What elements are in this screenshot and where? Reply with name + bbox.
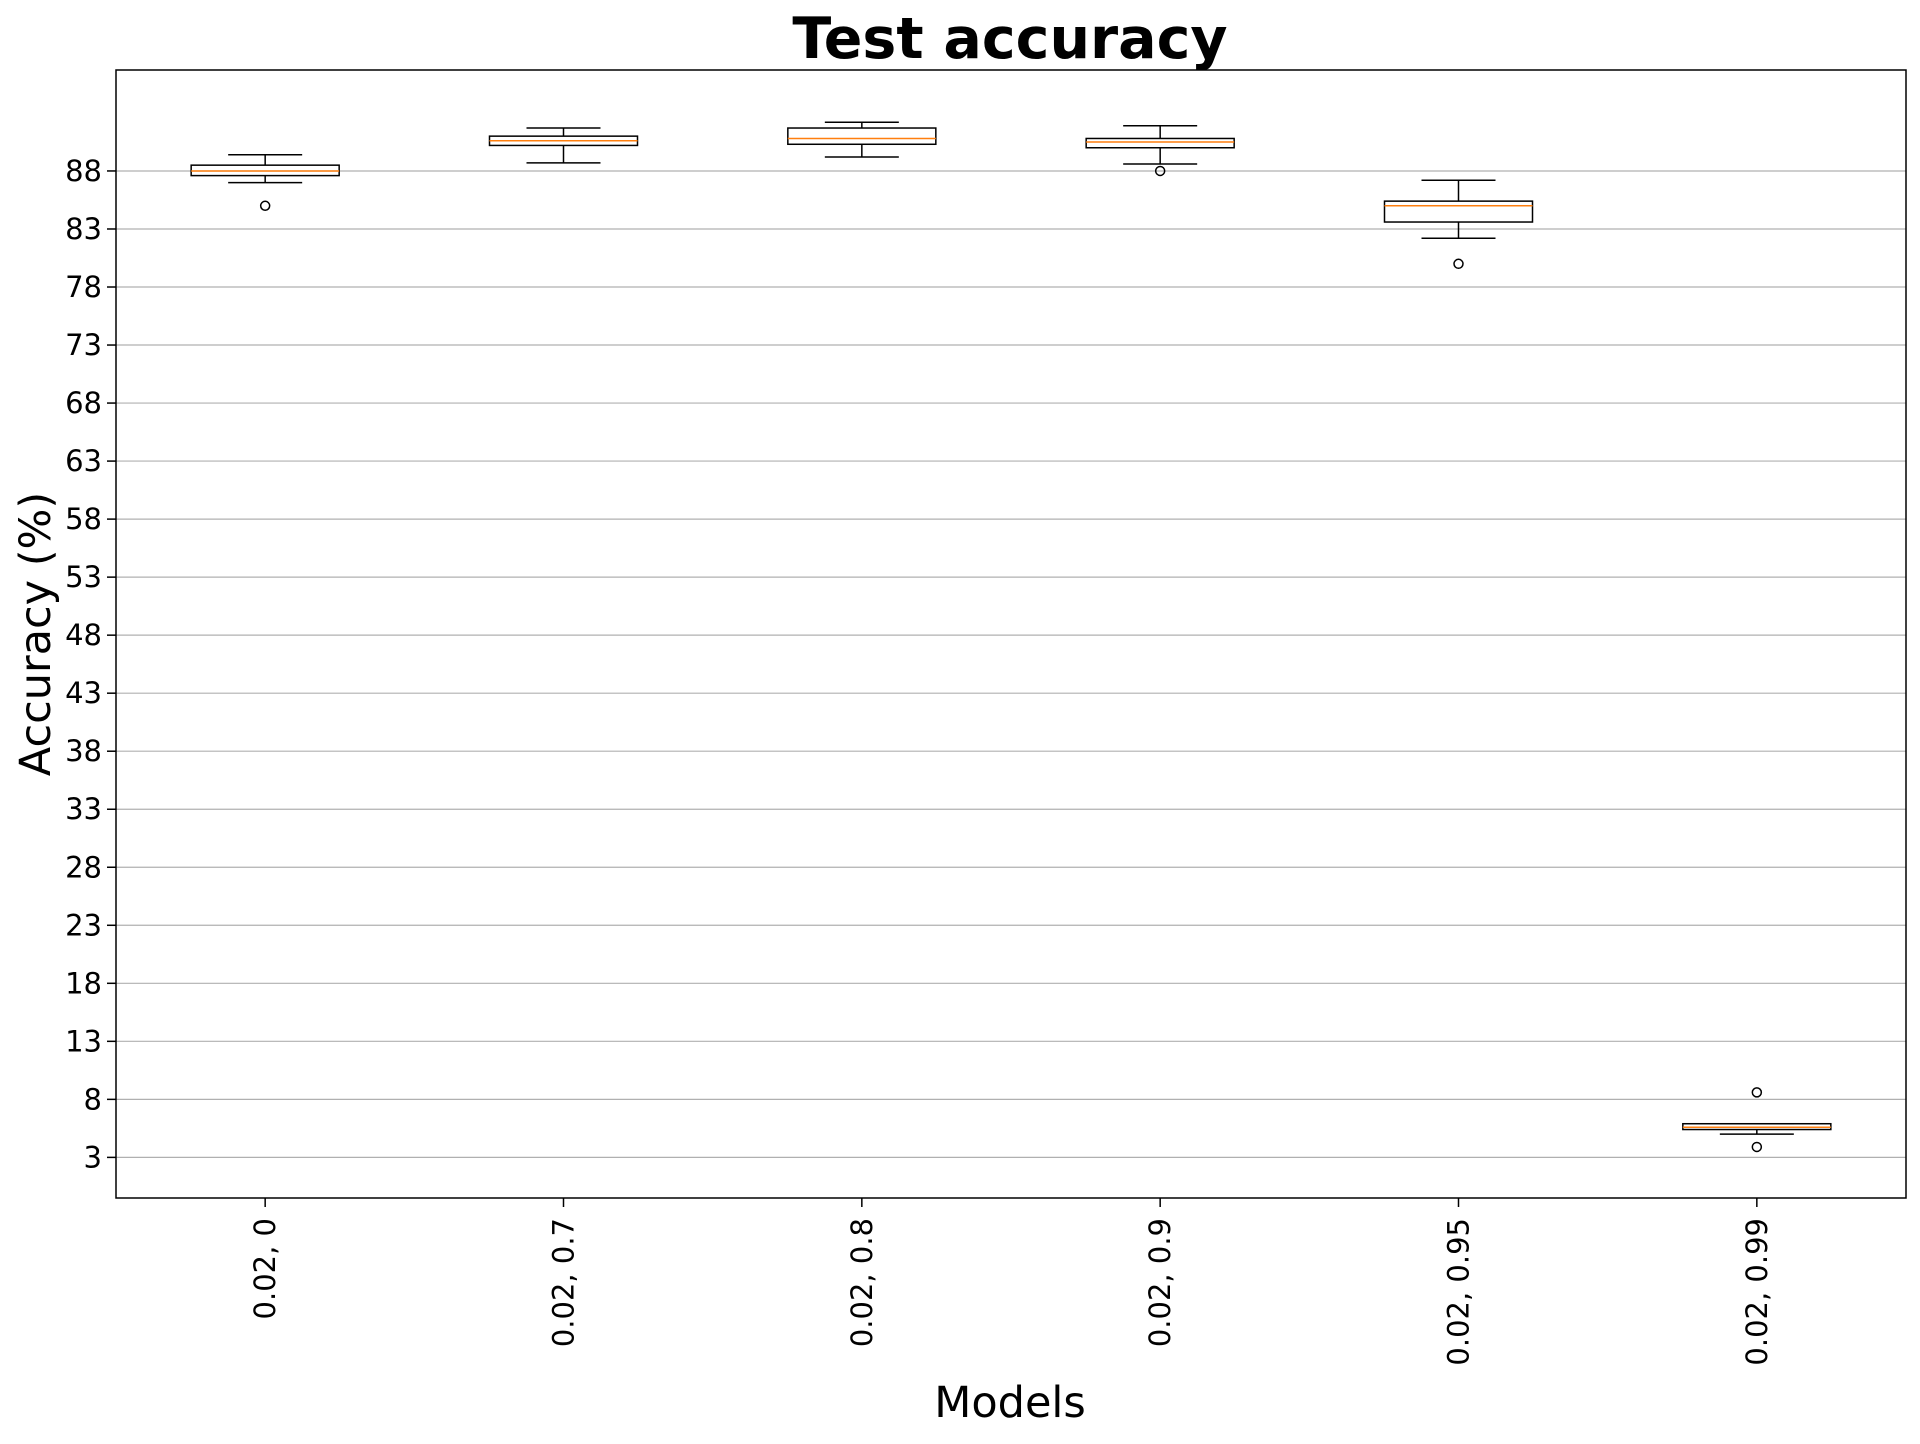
y-axis-label: Accuracy (%) [11,492,61,776]
y-tick-label: 78 [65,270,102,304]
chart-title: Test accuracy [792,6,1227,72]
y-tick-label: 13 [65,1024,102,1058]
box-2 [488,127,639,164]
x-tick-label: 0.02, 0.7 [547,1218,581,1347]
y-tick-label: 58 [65,502,102,536]
box-3 [787,121,937,158]
plot-frame [115,69,1907,1199]
x-tick-label: 0.02, 0.8 [845,1218,879,1347]
boxes [190,121,1832,1153]
y-tick-label: 38 [65,734,102,768]
y-tick-label: 23 [65,908,102,942]
y-tick-label: 33 [65,792,102,826]
y-tick-label: 68 [65,386,102,420]
box-4 [1085,124,1235,177]
y-tick-label: 3 [84,1140,102,1174]
x-tick-label: 0.02, 0 [248,1218,282,1319]
y-tick-label: 8 [84,1082,102,1116]
outlier-point [1453,258,1464,270]
y-tick-label: 83 [65,212,102,246]
x-axis-ticks: 0.02, 0 0.02, 0.7 0.02, 0.8 0.02, 0.9 0.02, … [248,1198,1774,1366]
grid-lines [116,170,1906,1158]
x-tick-label: 0.02, 0.95 [1442,1218,1476,1366]
box-iqr [1085,137,1235,149]
outlier-point [259,200,271,212]
box-iqr [787,127,937,146]
box-5 [1383,179,1534,270]
outlier-point [1154,165,1166,177]
y-tick-label: 88 [65,154,102,188]
y-tick-label: 53 [65,560,102,594]
y-tick-label: 18 [65,966,102,1000]
y-tick-label: 63 [65,444,102,478]
outlier-point [1751,1087,1763,1098]
y-tick-label: 48 [65,618,102,652]
outlier-point [1751,1141,1763,1153]
x-tick-label: 0.02, 0.99 [1740,1218,1774,1366]
box-iqr [1383,200,1534,223]
box-1 [190,153,340,212]
box-6 [1682,1087,1832,1153]
y-tick-label: 28 [65,850,102,884]
x-axis-label: Models [934,1378,1086,1428]
x-tick-label: 0.02, 0.9 [1143,1218,1177,1347]
y-tick-label: 43 [65,676,102,710]
y-tick-label: 73 [65,328,102,362]
